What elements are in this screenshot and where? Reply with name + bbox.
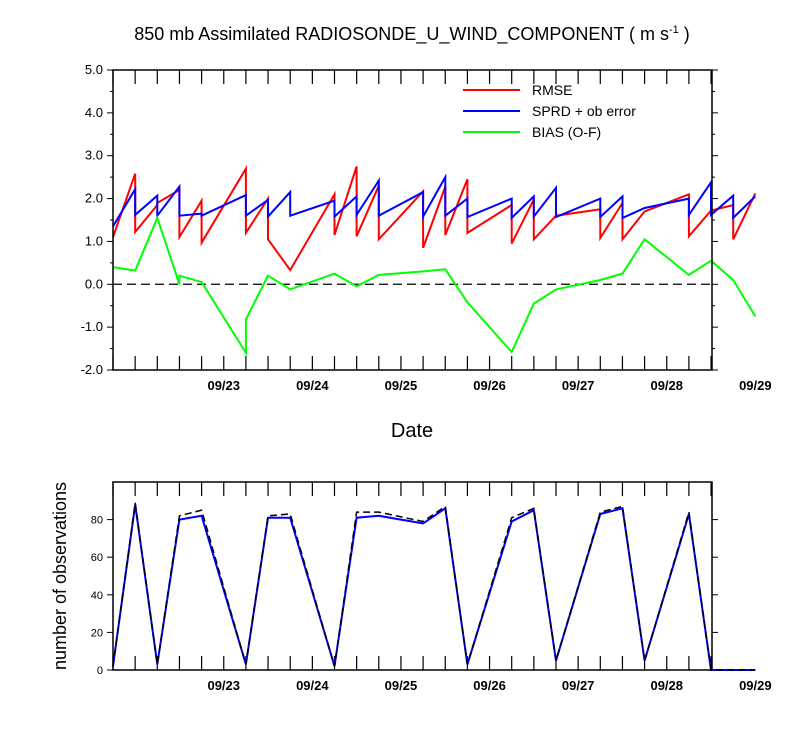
rmse-spread-bias-chart: 850 mb Assimilated RADIOSONDE_U_WIND_COM… — [81, 24, 772, 442]
top-axes: -2.0 -1.0 0.0 1.0 2.0 3.0 4.0 5.0 09/23 09/24 09/2… — [81, 62, 772, 393]
y-tick-label: 40 — [91, 590, 103, 602]
y-tick-label: 80 — [91, 515, 103, 527]
x-tick-label: 09/29 — [739, 378, 772, 393]
y-tick-label: 2.0 — [85, 191, 103, 206]
x-tick-label: 09/23 — [207, 678, 240, 693]
y-tick-label: 3.0 — [85, 148, 103, 163]
y-tick-label: 0 — [97, 665, 103, 677]
x-tick-label: 09/25 — [385, 678, 418, 693]
top-series — [112, 164, 757, 357]
series-bias-o-f — [112, 215, 757, 357]
x-tick-label: 09/28 — [650, 378, 683, 393]
series-solid — [112, 504, 756, 671]
x-tick-label: 09/27 — [562, 678, 595, 693]
y-tick-label: 20 — [91, 627, 103, 639]
top-plot-frame — [112, 69, 713, 371]
y-tick-label: 5.0 — [85, 62, 103, 77]
y-tick-label: 0.0 — [85, 276, 103, 291]
legend-label: BIAS (O-F) — [532, 124, 601, 140]
x-tick-label: 09/24 — [296, 378, 329, 393]
x-tick-label: 09/29 — [739, 678, 772, 693]
x-axis-label: Date — [391, 420, 433, 442]
x-tick-label: 09/28 — [650, 678, 683, 693]
x-tick-label: 09/24 — [296, 678, 329, 693]
y-tick-label: -1.0 — [81, 319, 103, 334]
bottom-series — [112, 502, 756, 671]
y-tick-label: 1.0 — [85, 233, 103, 248]
series-dashed — [112, 502, 756, 671]
bottom-plot-frame — [112, 481, 713, 671]
y-tick-label: 60 — [91, 552, 103, 564]
x-tick-label: 09/26 — [473, 378, 506, 393]
x-tick-label: 09/25 — [385, 378, 418, 393]
y-tick-label: 4.0 — [85, 105, 103, 120]
x-tick-label: 09/23 — [207, 378, 240, 393]
bottom-axes: 0 20 40 60 80 09/23 09/24 09/25 09/26 09/27 09/28 0… — [91, 482, 772, 693]
y-axis-label: number of observations — [50, 482, 70, 670]
y-tick-label: -2.0 — [81, 362, 103, 377]
legend-label: SPRD + ob error — [532, 103, 636, 119]
observation-count-chart: 0 20 40 60 80 09/23 09/24 09/25 09/26 09/27 09/28 0… — [50, 481, 772, 693]
series-sprd-ob-error — [112, 173, 756, 227]
chart-title: 850 mb Assimilated RADIOSONDE_U_WIND_COM… — [134, 24, 690, 45]
legend-label: RMSE — [532, 82, 572, 98]
x-tick-label: 09/27 — [562, 378, 595, 393]
x-tick-label: 09/26 — [473, 678, 506, 693]
series-rmse — [112, 164, 757, 272]
legend: RMSE SPRD + ob error BIAS (O-F) — [463, 82, 636, 140]
